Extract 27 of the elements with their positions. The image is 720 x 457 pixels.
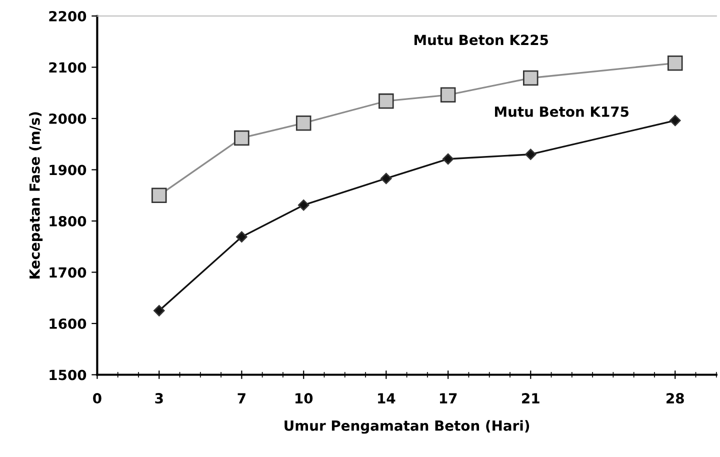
x-tick-label: 10 (296, 393, 313, 404)
x-tick-label: 0 (93, 393, 102, 404)
x-tick-label: 3 (155, 393, 163, 404)
point (154, 305, 165, 316)
y-tick-label: 1600 (50, 318, 86, 329)
point (298, 200, 310, 211)
y-tick-label: 2200 (49, 10, 86, 22)
y-tick-label: 1800 (50, 216, 86, 226)
point (380, 172, 392, 184)
x-tick-label: 21 (522, 393, 540, 404)
point (670, 114, 681, 126)
x-tick-label: 17 (440, 393, 457, 404)
point (442, 153, 454, 165)
y-tick-label: 1700 (50, 267, 86, 278)
y-tick-label: 2000 (49, 113, 86, 124)
y-axis-title: Kecepatan Fase (m/s) (29, 112, 43, 278)
y-tick-label: 2100 (49, 62, 86, 73)
point (236, 231, 248, 242)
y-tick-label: 1500 (50, 370, 86, 380)
x-axis-title: Umur Pengamatan Beton (Hari) (284, 420, 530, 434)
text: Mutu Beton K225 (414, 34, 548, 46)
series-label: Mutu Beton K175 (495, 106, 628, 117)
point (525, 148, 536, 160)
y-tick-label: 1900 (50, 164, 86, 176)
x-tick-label: 14 (378, 393, 396, 404)
x-tick-label: 28 (666, 393, 684, 404)
x-tick-label: 7 (238, 393, 246, 404)
